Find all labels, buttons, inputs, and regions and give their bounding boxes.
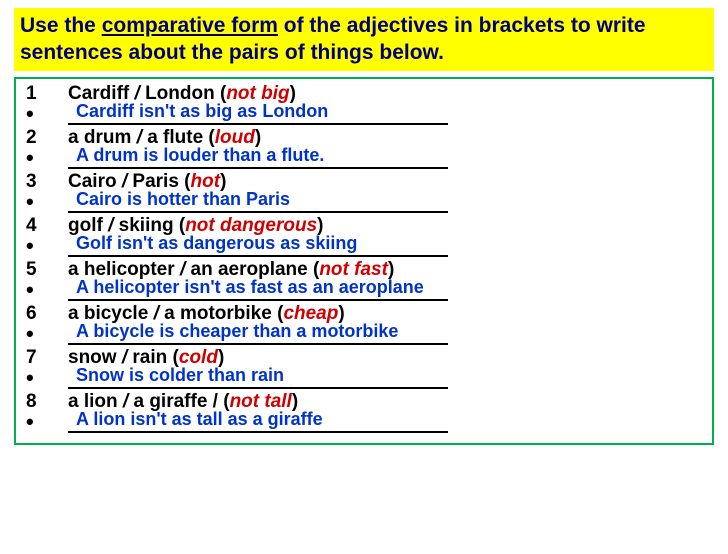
bullet-icon: • bbox=[26, 103, 68, 125]
header-underlined: comparative form bbox=[102, 14, 278, 37]
answer-line: A helicopter isn't as fast as an aeropla… bbox=[68, 279, 448, 301]
answer-row: • Cardiff isn't as big as London bbox=[26, 103, 702, 125]
answer-text: A helicopter isn't as fast as an aeropla… bbox=[76, 277, 424, 298]
exercise-content: 1 Cardiff / London (not big) • Cardiff i… bbox=[14, 77, 714, 445]
answer-line: Cardiff isn't as big as London bbox=[68, 103, 448, 125]
answer-row: • Cairo is hotter than Paris bbox=[26, 191, 702, 213]
answer-line: A drum is louder than a flute. bbox=[68, 147, 448, 169]
answer-line: Snow is colder than rain bbox=[68, 367, 448, 389]
bullet-icon: • bbox=[26, 323, 68, 345]
answer-text: A lion isn't as tall as a giraffe bbox=[76, 409, 323, 430]
answer-row: • A lion isn't as tall as a giraffe bbox=[26, 411, 702, 433]
header-pre: Use the bbox=[20, 14, 102, 37]
bullet-icon: • bbox=[26, 235, 68, 257]
answer-row: • A drum is louder than a flute. bbox=[26, 147, 702, 169]
answer-line: A bicycle is cheaper than a motorbike bbox=[68, 323, 448, 345]
answer-text: Snow is colder than rain bbox=[76, 365, 284, 386]
answer-row: • Golf isn't as dangerous as skiing bbox=[26, 235, 702, 257]
bullet-icon: • bbox=[26, 191, 68, 213]
bullet-icon: • bbox=[26, 279, 68, 301]
answer-line: A lion isn't as tall as a giraffe bbox=[68, 411, 448, 433]
bullet-icon: • bbox=[26, 147, 68, 169]
instruction-header: Use the comparative form of the adjectiv… bbox=[14, 8, 714, 71]
answer-text: A bicycle is cheaper than a motorbike bbox=[76, 321, 398, 342]
answer-row: • A helicopter isn't as fast as an aerop… bbox=[26, 279, 702, 301]
answer-row: • Snow is colder than rain bbox=[26, 367, 702, 389]
answer-row: • A bicycle is cheaper than a motorbike bbox=[26, 323, 702, 345]
answer-line: Golf isn't as dangerous as skiing bbox=[68, 235, 448, 257]
answer-text: Golf isn't as dangerous as skiing bbox=[76, 233, 357, 254]
answer-text: Cairo is hotter than Paris bbox=[76, 189, 290, 210]
answer-text: Cardiff isn't as big as London bbox=[76, 101, 328, 122]
answer-text: A drum is louder than a flute. bbox=[76, 145, 324, 166]
answer-line: Cairo is hotter than Paris bbox=[68, 191, 448, 213]
bullet-icon: • bbox=[26, 411, 68, 433]
bullet-icon: • bbox=[26, 367, 68, 389]
